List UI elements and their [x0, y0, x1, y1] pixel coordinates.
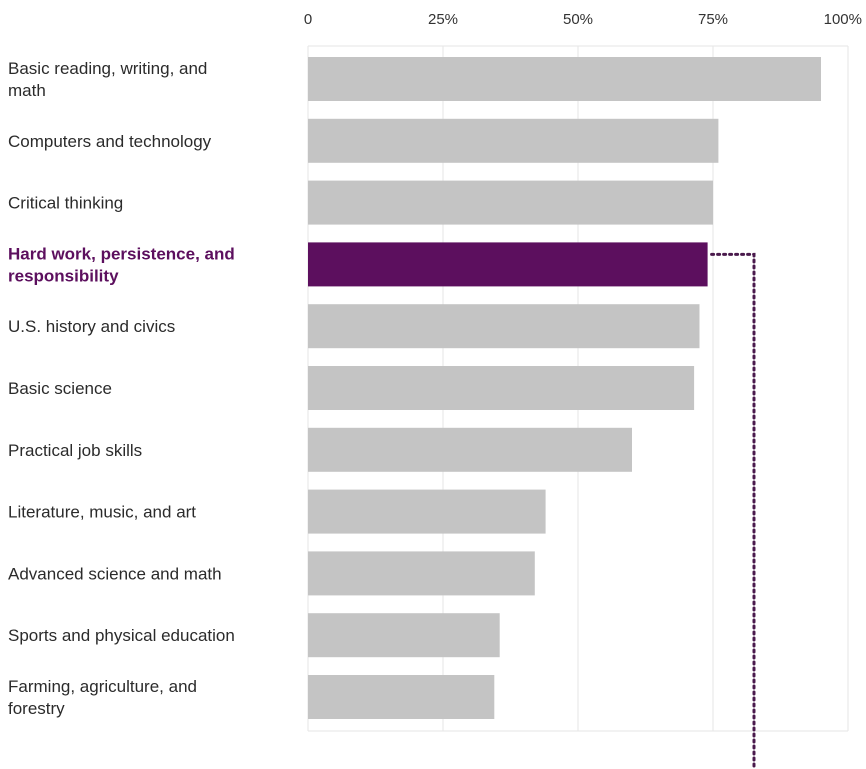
bar-2 [308, 180, 713, 225]
x-tick-label-0: 0 [304, 11, 312, 28]
category-label-8-line-0: Advanced science and math [8, 564, 222, 583]
category-label-8: Advanced science and math [8, 564, 222, 583]
category-label-2: Critical thinking [8, 194, 123, 213]
category-label-1: Computers and technology [8, 132, 212, 151]
bar-3 [308, 242, 708, 287]
category-label-2-line-0: Critical thinking [8, 194, 123, 213]
category-label-0-line-0: Basic reading, writing, and [8, 59, 207, 78]
category-label-5: Basic science [8, 379, 112, 398]
category-label-4-line-0: U.S. history and civics [8, 317, 175, 336]
category-label-9-line-0: Sports and physical education [8, 626, 235, 645]
x-tick-label-1: 25% [428, 11, 458, 28]
category-label-3: Hard work, persistence, and responsibilit… [8, 244, 235, 285]
category-label-5-line-0: Basic science [8, 379, 112, 398]
bar-1 [308, 118, 719, 163]
bar-6 [308, 427, 632, 472]
category-label-0-line-1: math [8, 81, 46, 100]
bars [308, 57, 821, 719]
category-label-7-line-0: Literature, music, and art [8, 503, 196, 522]
category-label-7: Literature, music, and art [8, 503, 196, 522]
category-labels: Basic reading, writing, and math Computers… [8, 59, 235, 718]
category-label-3-line-0: Hard work, persistence, and [8, 244, 235, 263]
category-label-3-line-1: responsibility [8, 266, 119, 285]
category-label-10-line-1: forestry [8, 699, 65, 718]
bar-5 [308, 366, 695, 410]
x-tick-label-3: 75% [698, 11, 728, 28]
x-tick-label-4: 100% [824, 11, 862, 28]
bar-9 [308, 613, 500, 658]
bar-8 [308, 551, 535, 596]
category-label-1-line-0: Computers and technology [8, 132, 212, 151]
x-tick-label-2: 50% [563, 11, 593, 28]
bar-0 [308, 57, 821, 101]
category-label-4: U.S. history and civics [8, 317, 175, 336]
x-tick-labels: 0 25% 50% 75% 100% [304, 11, 862, 28]
category-label-10-line-0: Farming, agriculture, and [8, 677, 197, 696]
bar-7 [308, 489, 546, 534]
bar-4 [308, 304, 700, 349]
category-label-10: Farming, agriculture, and forestry [8, 677, 197, 718]
highlight-connector-line [710, 252, 756, 769]
category-label-6-line-0: Practical job skills [8, 441, 142, 460]
category-label-0: Basic reading, writing, and math [8, 59, 207, 100]
category-label-6: Practical job skills [8, 441, 142, 460]
category-label-9: Sports and physical education [8, 626, 235, 645]
annotation-layer [710, 252, 756, 769]
bar-10 [308, 675, 495, 719]
